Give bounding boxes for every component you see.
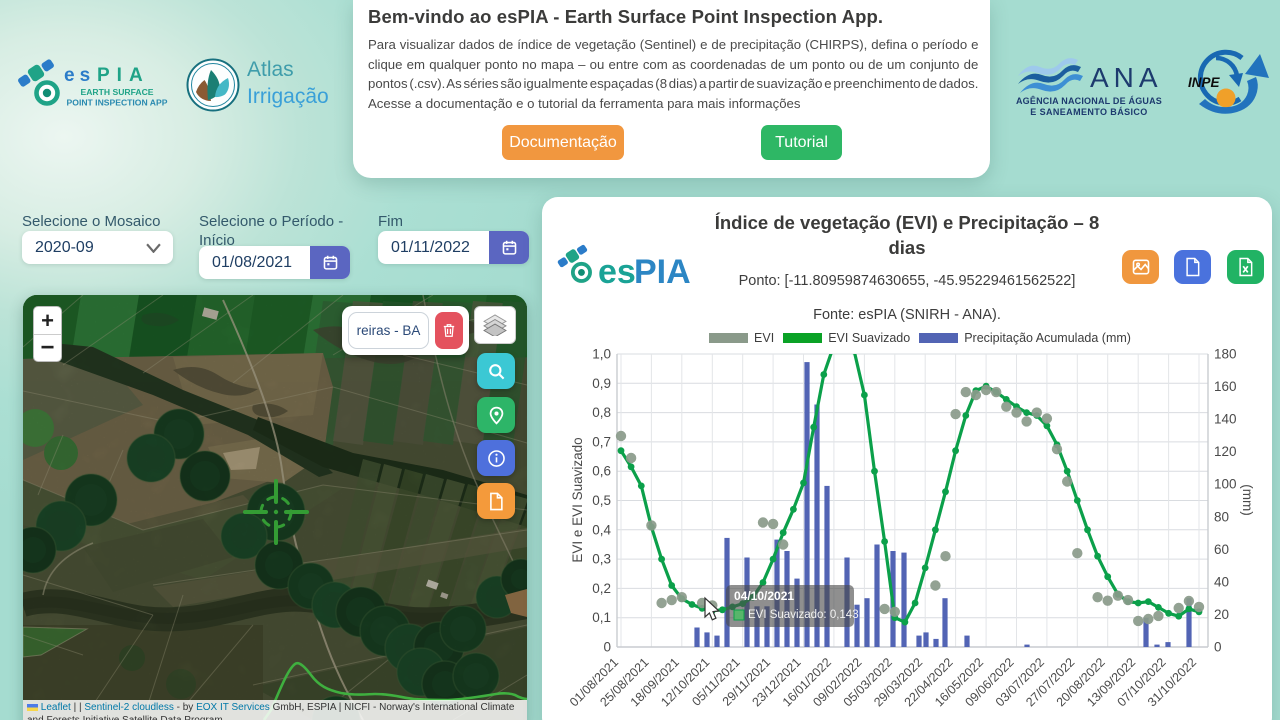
svg-text:40: 40 xyxy=(1214,574,1229,589)
svg-text:04/10/2021: 04/10/2021 xyxy=(734,589,794,603)
svg-text:PIA: PIA xyxy=(97,65,150,86)
svg-text:0,2: 0,2 xyxy=(592,581,611,596)
svg-text:POINT INSPECTION APP: POINT INSPECTION APP xyxy=(67,98,168,108)
svg-text:0,8: 0,8 xyxy=(592,405,611,420)
svg-text:1,0: 1,0 xyxy=(592,347,611,362)
svg-text:180: 180 xyxy=(1214,347,1237,362)
svg-text:ANA: ANA xyxy=(1090,62,1163,93)
svg-text:100: 100 xyxy=(1214,477,1237,492)
svg-text:0,1: 0,1 xyxy=(592,610,611,625)
svg-text:0,6: 0,6 xyxy=(592,464,611,479)
svg-text:160: 160 xyxy=(1214,379,1237,394)
svg-text:140: 140 xyxy=(1214,412,1237,427)
svg-text:E SANEAMENTO BÁSICO: E SANEAMENTO BÁSICO xyxy=(1030,107,1147,117)
svg-text:0,3: 0,3 xyxy=(592,552,611,567)
svg-text:es: es xyxy=(64,65,95,86)
svg-text:es: es xyxy=(598,253,636,291)
svg-text:0,7: 0,7 xyxy=(592,434,611,449)
svg-text:80: 80 xyxy=(1214,509,1229,524)
svg-text:0: 0 xyxy=(603,640,611,655)
svg-text:EVI e EVI Suavizado: EVI e EVI Suavizado xyxy=(570,437,585,562)
svg-text:Irrigação: Irrigação xyxy=(247,85,329,108)
svg-text:20: 20 xyxy=(1214,607,1229,622)
svg-text:60: 60 xyxy=(1214,542,1229,557)
svg-text:PIA: PIA xyxy=(634,253,691,291)
svg-text:Atlas: Atlas xyxy=(247,58,294,81)
svg-text:(mm): (mm) xyxy=(1240,484,1255,515)
svg-text:0,5: 0,5 xyxy=(592,493,611,508)
svg-text:0,9: 0,9 xyxy=(592,376,611,391)
svg-text:INPE: INPE xyxy=(1188,75,1221,90)
svg-text:0: 0 xyxy=(1214,640,1222,655)
svg-text:EVI Suavizado: 0,143: EVI Suavizado: 0,143 xyxy=(748,609,859,621)
svg-text:120: 120 xyxy=(1214,444,1237,459)
svg-text:EARTH SURFACE: EARTH SURFACE xyxy=(80,87,153,97)
svg-text:AGÊNCIA NACIONAL DE ÁGUAS: AGÊNCIA NACIONAL DE ÁGUAS xyxy=(1016,95,1162,106)
svg-text:0,4: 0,4 xyxy=(592,522,611,537)
